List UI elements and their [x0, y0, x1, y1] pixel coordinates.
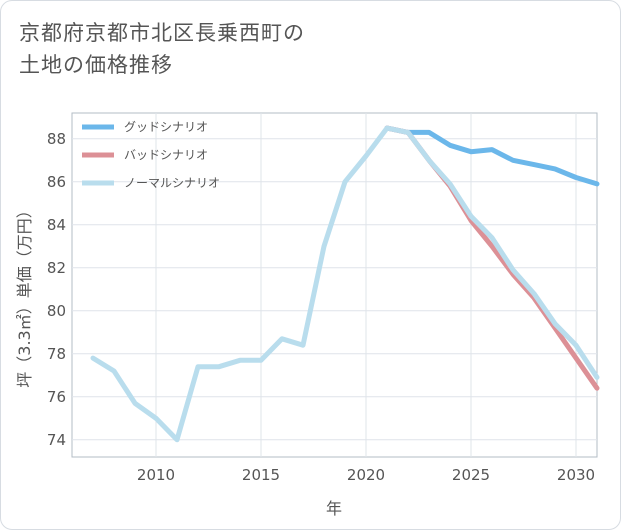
y-tick-label: 78 — [47, 345, 66, 363]
series-line-1 — [384, 125, 600, 187]
y-tick-label: 80 — [47, 302, 66, 320]
series-lines — [90, 125, 600, 443]
tick-labels: 2010 2015 2020 2025 2030 74 76 78 80 82 84 86 88 — [47, 130, 595, 484]
legend-label-1: グッドシナリオ — [124, 120, 208, 134]
x-tick-label: 2025 — [452, 466, 490, 484]
y-tick-label: 82 — [47, 259, 66, 277]
x-tick-label: 2030 — [557, 466, 595, 484]
x-tick-label: 2020 — [347, 466, 385, 484]
plot-area — [71, 112, 598, 458]
chart-title: 京都府京都市北区長乗西町の 土地の価格推移 — [19, 17, 305, 81]
y-axis-label: 坪（3.3㎡）単価（万円） — [15, 202, 34, 387]
x-tick-label: 2015 — [242, 466, 280, 484]
chart-title-line-2: 土地の価格推移 — [19, 53, 173, 77]
chart-title-line-1: 京都府京都市北区長乗西町の — [19, 21, 305, 45]
x-axis-label: 年 — [326, 499, 342, 518]
y-tick-label: 74 — [47, 431, 66, 449]
y-tick-label: 86 — [47, 173, 66, 191]
series-line-3 — [90, 125, 600, 443]
y-tick-label: 76 — [47, 388, 66, 406]
grid-lines — [72, 113, 597, 457]
y-tick-label: 88 — [47, 130, 66, 148]
x-tick-label: 2010 — [137, 466, 175, 484]
y-tick-label: 84 — [47, 216, 66, 234]
legend-label-3: ノーマルシナリオ — [124, 176, 220, 190]
legend-label-2: バッドシナリオ — [124, 148, 208, 162]
